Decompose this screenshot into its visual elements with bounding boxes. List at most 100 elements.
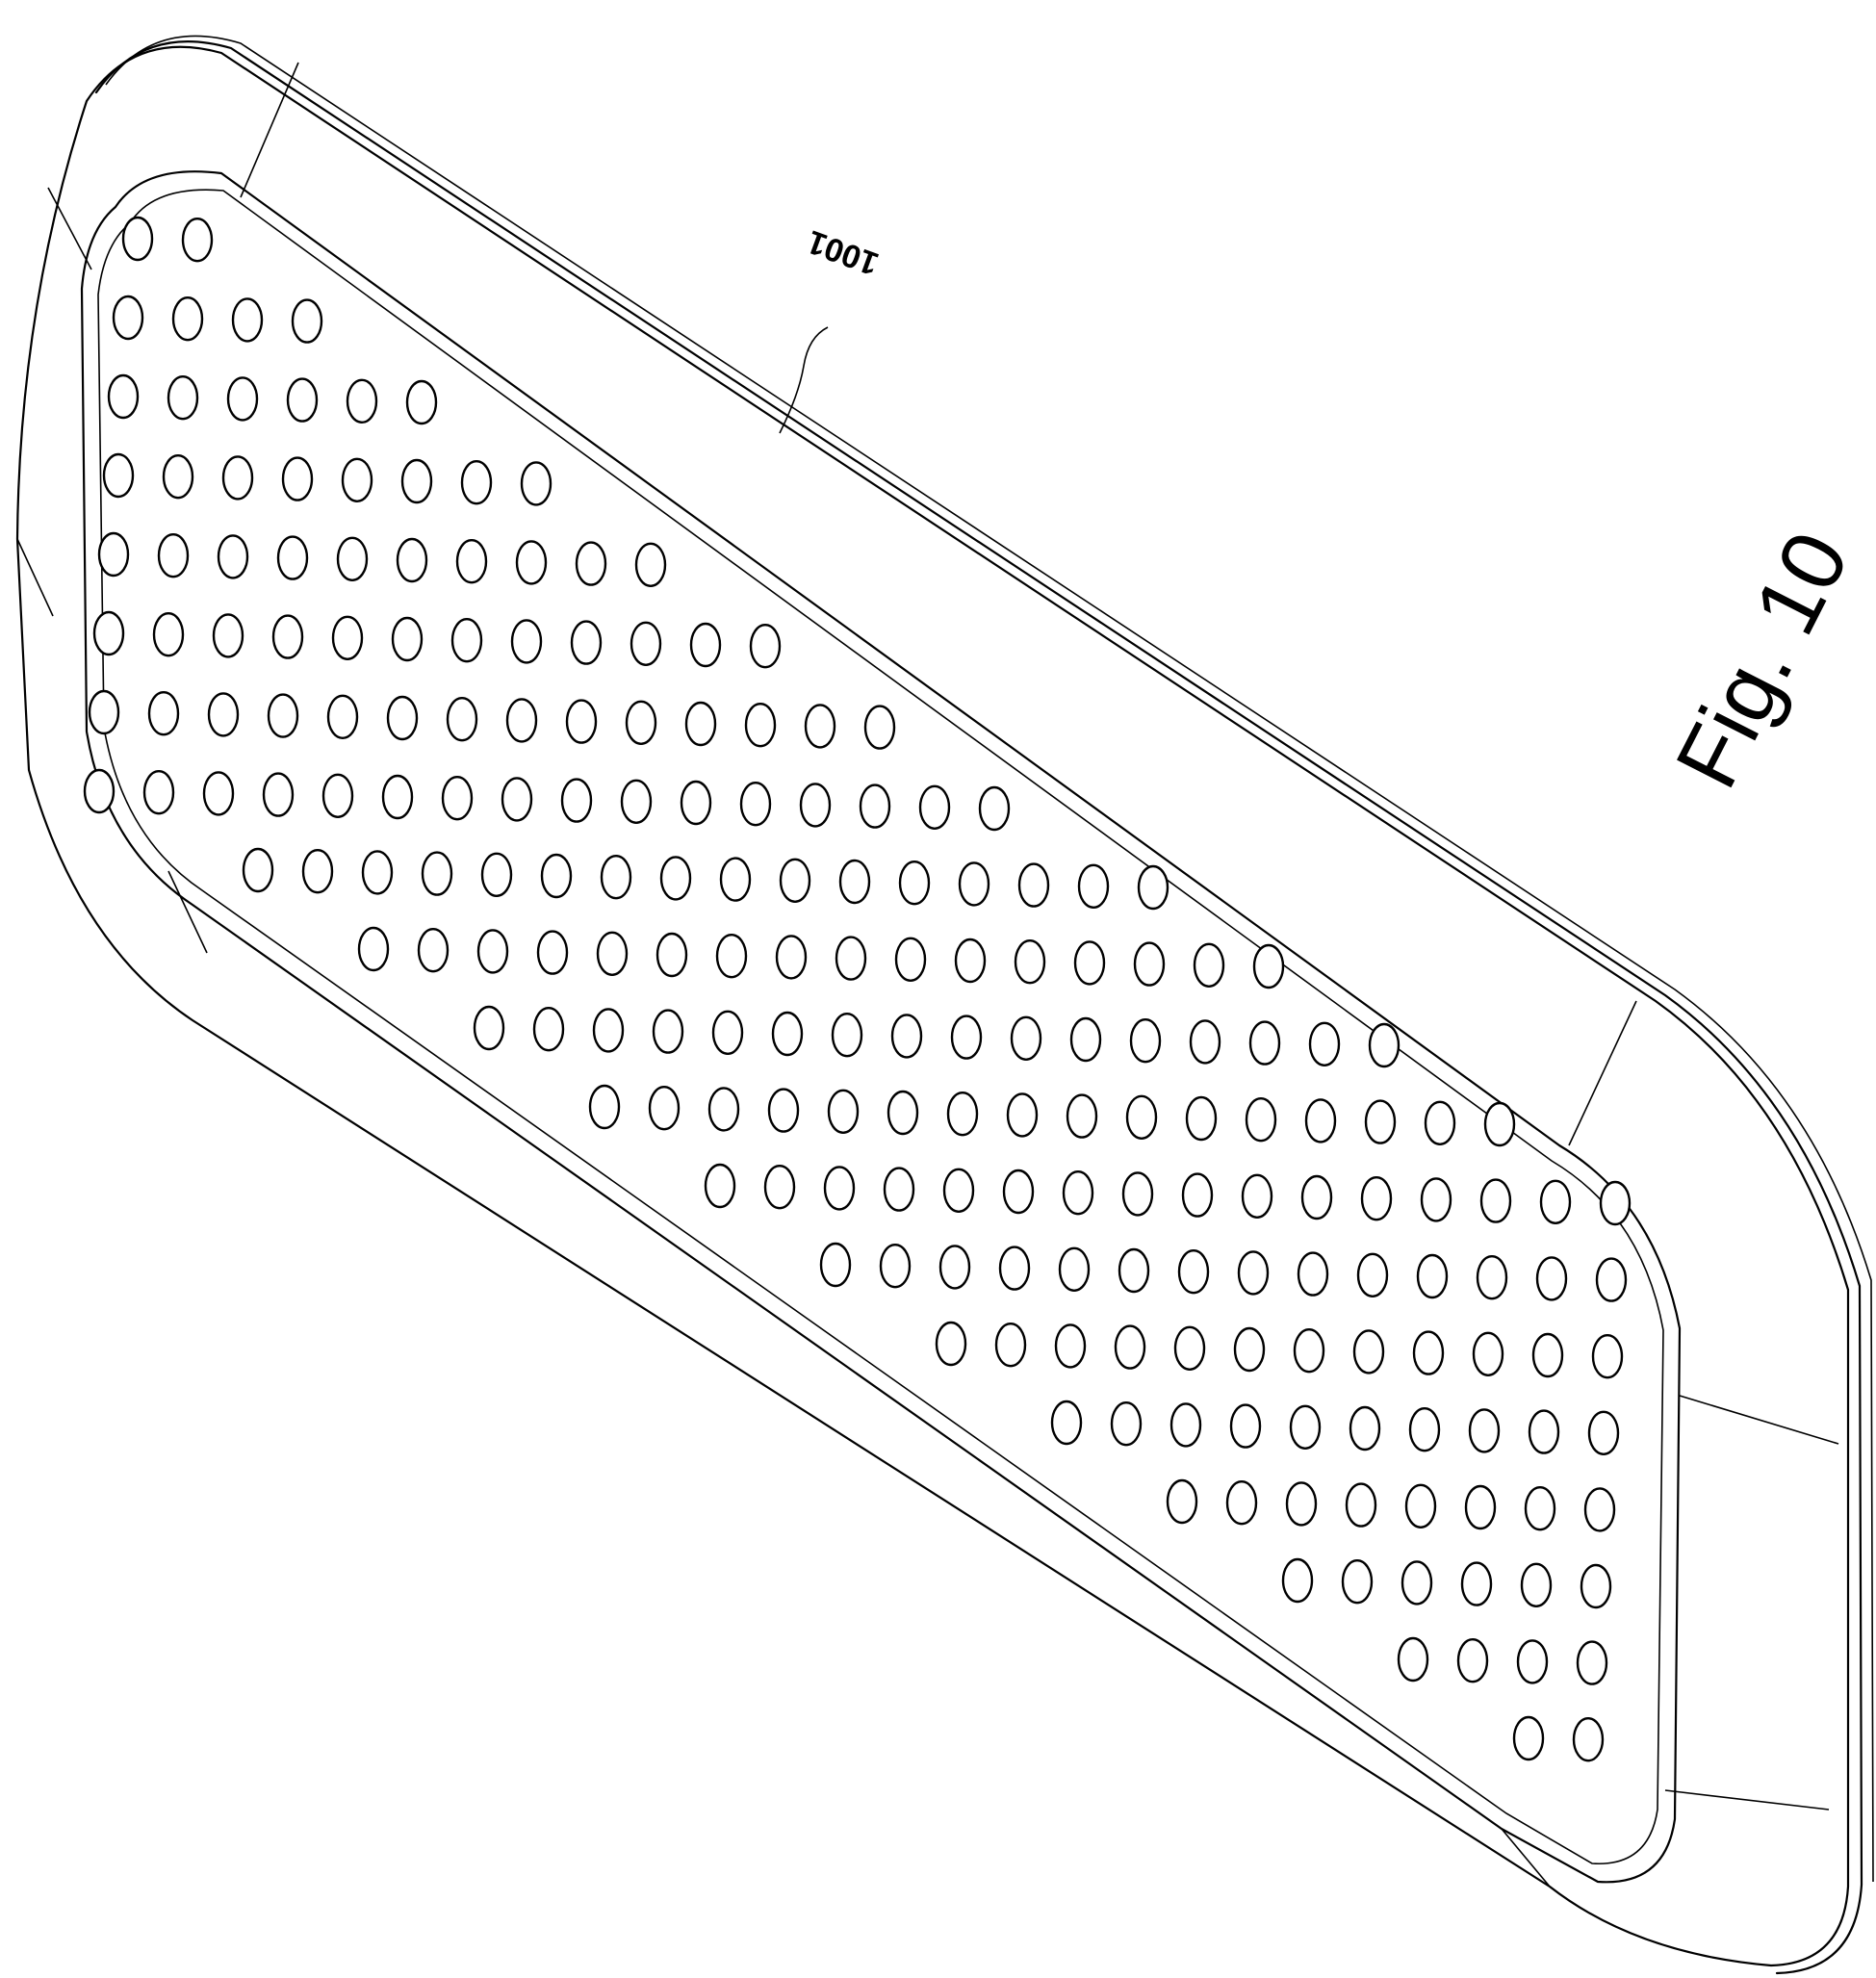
perforation-hole (1052, 1401, 1081, 1444)
perforation-hole (303, 850, 332, 892)
perforation-hole (636, 544, 665, 586)
perforation-hole (1183, 1174, 1212, 1217)
perforation-hole (1354, 1330, 1383, 1373)
perforation-hole (1306, 1099, 1335, 1142)
perforation-hole (1227, 1481, 1256, 1524)
perforation-hole (1012, 1017, 1041, 1060)
perforation-hole (1139, 866, 1168, 909)
perforation-hole (801, 783, 830, 826)
perforation-hole (173, 297, 202, 340)
perforation-hole (1485, 1103, 1514, 1145)
perforation-hole (840, 861, 869, 903)
perforation-hole (542, 855, 571, 897)
perforation-hole (751, 625, 780, 667)
perforation-hole (654, 1011, 682, 1053)
perforation-hole (1250, 1022, 1279, 1065)
perforation-hole (602, 856, 630, 898)
perforation-hole (288, 379, 317, 422)
perforation-hole (343, 459, 372, 501)
perforation-hole (90, 691, 118, 733)
perforation-hole (1171, 1403, 1200, 1446)
perforation-hole (1541, 1181, 1570, 1223)
perforation-hole (691, 624, 720, 666)
perforation-hole (228, 377, 257, 420)
perforation-hole (622, 781, 651, 823)
perforation-hole (721, 859, 750, 901)
perforation-hole (1481, 1180, 1510, 1222)
perforation-hole (1075, 941, 1104, 984)
perforation-hole (686, 703, 715, 745)
reference-leader (780, 327, 828, 433)
perforation-hole (1246, 1098, 1275, 1141)
perforation-hole (1362, 1177, 1391, 1220)
perforation-hole (769, 1090, 798, 1132)
perforation-hole (1514, 1717, 1543, 1760)
perforation-hole (1000, 1247, 1029, 1290)
perforation-hole (1410, 1408, 1439, 1451)
perforation-hole (534, 1008, 563, 1050)
perforation-hole (881, 1245, 910, 1287)
perforation-hole (333, 617, 362, 659)
perforation-hole (1370, 1024, 1399, 1066)
perforation-hole (104, 454, 133, 497)
perforation-hole (836, 938, 865, 980)
perforation-hole (94, 612, 123, 655)
perforation-hole (264, 774, 293, 816)
perforation-hole (244, 849, 272, 891)
perforation-hole (507, 699, 536, 741)
perforation-hole (1283, 1559, 1312, 1602)
perforation-hole (1008, 1093, 1037, 1136)
perforation-hole (85, 770, 114, 812)
perforation-hole (594, 1009, 623, 1051)
perforation-hole (1597, 1259, 1626, 1301)
perforation-hole (283, 458, 312, 501)
perforation-hole (1015, 940, 1044, 983)
perforation-hole (1179, 1250, 1208, 1293)
perforation-hole (1168, 1480, 1196, 1523)
perforation-hole (777, 936, 806, 978)
perforation-hole (952, 1016, 981, 1059)
perforation-hole (1474, 1333, 1503, 1375)
perforation-hole (1060, 1248, 1089, 1291)
perforation-hole (1343, 1560, 1372, 1603)
perforation-hole (1071, 1018, 1100, 1061)
perforation-hole (1291, 1406, 1320, 1449)
perforation-hole (478, 930, 507, 972)
perforation-hole (829, 1091, 858, 1133)
perforation-hole (1310, 1023, 1339, 1066)
perforation-hole (1601, 1182, 1630, 1224)
perforation-hole (1422, 1178, 1451, 1220)
perforation-hole (109, 375, 138, 418)
perforation-hole (1119, 1249, 1148, 1292)
perforation-hole (940, 1246, 969, 1288)
perforation-hole (741, 783, 770, 825)
perforation-hole (562, 780, 591, 822)
perforation-hole (956, 939, 985, 982)
perforation-hole (1358, 1254, 1387, 1297)
perforation-hole (457, 540, 486, 582)
perforation-hole (512, 620, 541, 662)
perforation-hole (183, 218, 212, 261)
perforation-hole (1406, 1485, 1435, 1528)
perforation-hole (522, 462, 551, 504)
perforation-hole (1581, 1565, 1610, 1607)
perforation-hole (363, 851, 392, 893)
perforation-hole (1235, 1328, 1264, 1371)
perforation-hole (1295, 1329, 1323, 1372)
perforation-hole (765, 1166, 794, 1208)
perforation-hole (1418, 1255, 1447, 1297)
perforation-hole (482, 854, 511, 896)
perforation-hole (1347, 1484, 1375, 1527)
perforation-hole (1537, 1257, 1566, 1299)
perforation-hole (517, 541, 546, 583)
perforation-hole (590, 1086, 619, 1128)
perforation-grid (85, 218, 1630, 1760)
perforation-hole (892, 1015, 921, 1057)
perforation-hole (502, 778, 531, 820)
perforation-hole (1470, 1409, 1499, 1451)
perforation-hole (1135, 943, 1164, 986)
perforation-hole (960, 862, 989, 905)
perforation-hole (1414, 1332, 1443, 1374)
perforation-hole (323, 775, 352, 817)
perforation-hole (398, 539, 426, 581)
